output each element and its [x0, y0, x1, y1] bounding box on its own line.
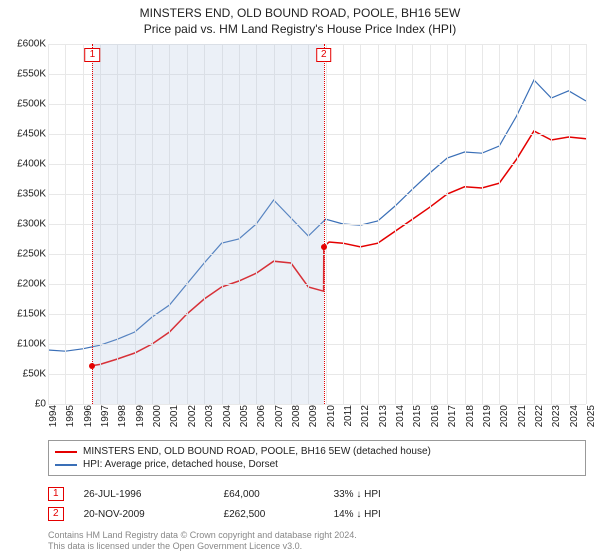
x-axis-label: 1998: [117, 405, 128, 435]
x-axis-label: 2003: [204, 405, 215, 435]
chart-plot-area: £0£50K£100K£150K£200K£250K£300K£350K£400…: [48, 44, 586, 404]
transaction-date: 26-JUL-1996: [84, 489, 204, 500]
x-axis-label: 1995: [65, 405, 76, 435]
y-axis-label: £450K: [6, 129, 46, 140]
x-axis-label: 2016: [430, 405, 441, 435]
y-axis-label: £300K: [6, 219, 46, 230]
x-axis-label: 2013: [378, 405, 389, 435]
y-axis-label: £200K: [6, 279, 46, 290]
grid-line: [360, 44, 361, 404]
footnote: Contains HM Land Registry data © Crown c…: [48, 530, 586, 553]
marker-line: [324, 44, 325, 404]
x-axis-label: 2005: [239, 405, 250, 435]
legend: MINSTERS END, OLD BOUND ROAD, POOLE, BH1…: [48, 440, 586, 476]
grid-line: [517, 44, 518, 404]
footnote-line: This data is licensed under the Open Gov…: [48, 541, 586, 552]
marker-line: [92, 44, 93, 404]
marker-badge: 1: [85, 48, 101, 62]
legend-label: HPI: Average price, detached house, Dors…: [83, 459, 278, 470]
x-axis-label: 2004: [222, 405, 233, 435]
legend-item: MINSTERS END, OLD BOUND ROAD, POOLE, BH1…: [55, 445, 579, 458]
grid-line: [551, 44, 552, 404]
x-axis-label: 2023: [551, 405, 562, 435]
x-axis-label: 1997: [100, 405, 111, 435]
x-axis-label: 2024: [569, 405, 580, 435]
grid-line: [343, 44, 344, 404]
grid-line: [499, 44, 500, 404]
x-axis-label: 2000: [152, 405, 163, 435]
x-axis-label: 2015: [412, 405, 423, 435]
grid-line: [447, 44, 448, 404]
marker-dot: [321, 244, 327, 250]
grid-line: [65, 44, 66, 404]
x-axis-label: 2008: [291, 405, 302, 435]
marker-badge: 2: [316, 48, 332, 62]
grid-line: [569, 44, 570, 404]
y-axis-label: £400K: [6, 159, 46, 170]
grid-line: [48, 44, 49, 404]
grid-line: [430, 44, 431, 404]
y-axis-label: £50K: [6, 369, 46, 380]
y-axis-label: £250K: [6, 249, 46, 260]
legend-swatch: [55, 464, 77, 466]
grid-line: [534, 44, 535, 404]
grid-line: [482, 44, 483, 404]
x-axis-label: 2006: [256, 405, 267, 435]
y-axis-label: £500K: [6, 99, 46, 110]
transaction-badge: 1: [48, 487, 64, 501]
x-axis-label: 2002: [187, 405, 198, 435]
legend-label: MINSTERS END, OLD BOUND ROAD, POOLE, BH1…: [83, 446, 431, 457]
footnote-line: Contains HM Land Registry data © Crown c…: [48, 530, 586, 541]
y-axis-label: £0: [6, 399, 46, 410]
x-axis-label: 1994: [48, 405, 59, 435]
x-axis-label: 2017: [447, 405, 458, 435]
x-axis-label: 2021: [517, 405, 528, 435]
legend-swatch: [55, 451, 77, 453]
grid-line: [465, 44, 466, 404]
transaction-price: £262,500: [224, 509, 314, 520]
grid-line: [412, 44, 413, 404]
chart-container: MINSTERS END, OLD BOUND ROAD, POOLE, BH1…: [0, 0, 600, 560]
transaction-badge: 2: [48, 507, 64, 521]
x-axis-label: 2022: [534, 405, 545, 435]
x-axis-label: 2019: [482, 405, 493, 435]
x-axis-label: 2010: [326, 405, 337, 435]
x-axis-label: 2025: [586, 405, 597, 435]
grid-line: [326, 44, 327, 404]
y-axis-label: £100K: [6, 339, 46, 350]
grid-line: [83, 44, 84, 404]
transaction-row: 1 26-JUL-1996 £64,000 33% ↓ HPI: [48, 484, 586, 504]
y-axis-label: £350K: [6, 189, 46, 200]
transaction-row: 2 20-NOV-2009 £262,500 14% ↓ HPI: [48, 504, 586, 524]
y-axis-label: £550K: [6, 69, 46, 80]
legend-item: HPI: Average price, detached house, Dors…: [55, 458, 579, 471]
transaction-pct: 14% ↓ HPI: [334, 509, 434, 520]
y-axis-label: £150K: [6, 309, 46, 320]
x-axis-label: 2001: [169, 405, 180, 435]
grid-line: [395, 44, 396, 404]
transaction-pct: 33% ↓ HPI: [334, 489, 434, 500]
x-axis-label: 2014: [395, 405, 406, 435]
x-axis-label: 2018: [465, 405, 476, 435]
x-axis-label: 2007: [274, 405, 285, 435]
shaded-region: [92, 44, 323, 404]
y-axis-label: £600K: [6, 39, 46, 50]
transactions-table: 1 26-JUL-1996 £64,000 33% ↓ HPI 2 20-NOV…: [48, 484, 586, 524]
x-axis-label: 2009: [308, 405, 319, 435]
transaction-price: £64,000: [224, 489, 314, 500]
transaction-date: 20-NOV-2009: [84, 509, 204, 520]
x-axis-label: 2011: [343, 405, 354, 435]
chart-subtitle: Price paid vs. HM Land Registry's House …: [0, 20, 600, 36]
chart-title: MINSTERS END, OLD BOUND ROAD, POOLE, BH1…: [0, 0, 600, 20]
x-axis-label: 1999: [135, 405, 146, 435]
marker-dot: [89, 363, 95, 369]
x-axis-label: 2012: [360, 405, 371, 435]
x-axis-label: 2020: [499, 405, 510, 435]
x-axis-label: 1996: [83, 405, 94, 435]
grid-line: [586, 44, 587, 404]
grid-line: [378, 44, 379, 404]
